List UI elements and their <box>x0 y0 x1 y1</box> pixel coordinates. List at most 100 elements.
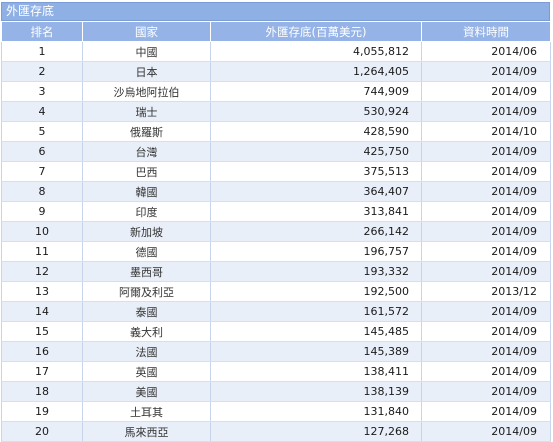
value-cell: 266,142 <box>210 221 422 242</box>
country-cell: 德國 <box>82 241 211 262</box>
table-row: 4 瑞士 530,924 2014/09 <box>1 101 551 122</box>
rank-cell: 8 <box>1 181 83 202</box>
value-cell: 127,268 <box>210 421 422 442</box>
value-cell: 1,264,405 <box>210 61 422 82</box>
table-row: 8 韓國 364,407 2014/09 <box>1 181 551 202</box>
date-cell: 2014/09 <box>421 161 551 182</box>
table-title: 外匯存底 <box>1 2 550 21</box>
date-cell: 2014/10 <box>421 121 551 142</box>
country-cell: 印度 <box>82 201 211 222</box>
date-cell: 2014/09 <box>421 61 551 82</box>
country-cell: 新加坡 <box>82 221 211 242</box>
date-cell: 2014/09 <box>421 201 551 222</box>
table-row: 19 土耳其 131,840 2014/09 <box>1 401 551 422</box>
value-cell: 425,750 <box>210 141 422 162</box>
value-cell: 138,411 <box>210 361 422 382</box>
table-header: 排名 國家 外匯存底(百萬美元) 資料時間 <box>1 21 551 42</box>
table-row: 5 俄羅斯 428,590 2014/10 <box>1 121 551 142</box>
date-cell: 2014/09 <box>421 101 551 122</box>
country-cell: 沙烏地阿拉伯 <box>82 81 211 102</box>
value-cell: 131,840 <box>210 401 422 422</box>
date-cell: 2014/09 <box>421 81 551 102</box>
date-cell: 2013/12 <box>421 281 551 302</box>
table-row: 3 沙烏地阿拉伯 744,909 2014/09 <box>1 81 551 102</box>
date-cell: 2014/09 <box>421 221 551 242</box>
value-cell: 161,572 <box>210 301 422 322</box>
rank-cell: 9 <box>1 201 83 222</box>
rank-cell: 11 <box>1 241 83 262</box>
rank-cell: 4 <box>1 101 83 122</box>
table-row: 18 美國 138,139 2014/09 <box>1 381 551 402</box>
value-cell: 313,841 <box>210 201 422 222</box>
reserves-table: 排名 國家 外匯存底(百萬美元) 資料時間 1 中國 4,055,812 2014/0… <box>1 21 551 442</box>
country-cell: 日本 <box>82 61 211 82</box>
table-row: 20 馬來西亞 127,268 2014/09 <box>1 421 551 442</box>
table-row: 16 法國 145,389 2014/09 <box>1 341 551 362</box>
value-cell: 196,757 <box>210 241 422 262</box>
date-cell: 2014/09 <box>421 421 551 442</box>
table-row: 15 義大利 145,485 2014/09 <box>1 321 551 342</box>
table-row: 13 阿爾及利亞 192,500 2013/12 <box>1 281 551 302</box>
value-cell: 744,909 <box>210 81 422 102</box>
date-cell: 2014/09 <box>421 381 551 402</box>
value-cell: 193,332 <box>210 261 422 282</box>
table-row: 7 巴西 375,513 2014/09 <box>1 161 551 182</box>
rank-cell: 18 <box>1 381 83 402</box>
country-cell: 台灣 <box>82 141 211 162</box>
rank-cell: 15 <box>1 321 83 342</box>
value-cell: 138,139 <box>210 381 422 402</box>
table-row: 11 德國 196,757 2014/09 <box>1 241 551 262</box>
country-cell: 墨西哥 <box>82 261 211 282</box>
rank-cell: 6 <box>1 141 83 162</box>
date-cell: 2014/09 <box>421 361 551 382</box>
table-row: 14 泰國 161,572 2014/09 <box>1 301 551 322</box>
table-body: 1 中國 4,055,812 2014/06 2 日本 1,264,405 2014/09 3 沙… <box>1 41 551 442</box>
rank-cell: 10 <box>1 221 83 242</box>
value-cell: 145,389 <box>210 341 422 362</box>
date-cell: 2014/09 <box>421 341 551 362</box>
table-row: 2 日本 1,264,405 2014/09 <box>1 61 551 82</box>
value-cell: 364,407 <box>210 181 422 202</box>
rank-cell: 7 <box>1 161 83 182</box>
country-cell: 韓國 <box>82 181 211 202</box>
date-cell: 2014/09 <box>421 321 551 342</box>
country-cell: 巴西 <box>82 161 211 182</box>
value-cell: 192,500 <box>210 281 422 302</box>
value-cell: 530,924 <box>210 101 422 122</box>
date-cell: 2014/09 <box>421 301 551 322</box>
country-cell: 瑞士 <box>82 101 211 122</box>
rank-cell: 1 <box>1 41 83 62</box>
rank-cell: 5 <box>1 121 83 142</box>
header-value: 外匯存底(百萬美元) <box>210 21 422 42</box>
country-cell: 義大利 <box>82 321 211 342</box>
country-cell: 阿爾及利亞 <box>82 281 211 302</box>
table-row: 10 新加坡 266,142 2014/09 <box>1 221 551 242</box>
rank-cell: 19 <box>1 401 83 422</box>
rank-cell: 17 <box>1 361 83 382</box>
header-rank: 排名 <box>1 21 83 42</box>
value-cell: 4,055,812 <box>210 41 422 62</box>
rank-cell: 3 <box>1 81 83 102</box>
table-row: 17 英國 138,411 2014/09 <box>1 361 551 382</box>
country-cell: 土耳其 <box>82 401 211 422</box>
value-cell: 428,590 <box>210 121 422 142</box>
country-cell: 馬來西亞 <box>82 421 211 442</box>
header-country: 國家 <box>82 21 211 42</box>
country-cell: 法國 <box>82 341 211 362</box>
date-cell: 2014/09 <box>421 241 551 262</box>
country-cell: 英國 <box>82 361 211 382</box>
table-row: 6 台灣 425,750 2014/09 <box>1 141 551 162</box>
header-row: 排名 國家 外匯存底(百萬美元) 資料時間 <box>1 21 551 42</box>
rank-cell: 12 <box>1 261 83 282</box>
rank-cell: 16 <box>1 341 83 362</box>
rank-cell: 13 <box>1 281 83 302</box>
country-cell: 美國 <box>82 381 211 402</box>
table-row: 12 墨西哥 193,332 2014/09 <box>1 261 551 282</box>
country-cell: 俄羅斯 <box>82 121 211 142</box>
value-cell: 375,513 <box>210 161 422 182</box>
date-cell: 2014/09 <box>421 181 551 202</box>
rank-cell: 2 <box>1 61 83 82</box>
country-cell: 泰國 <box>82 301 211 322</box>
date-cell: 2014/09 <box>421 261 551 282</box>
